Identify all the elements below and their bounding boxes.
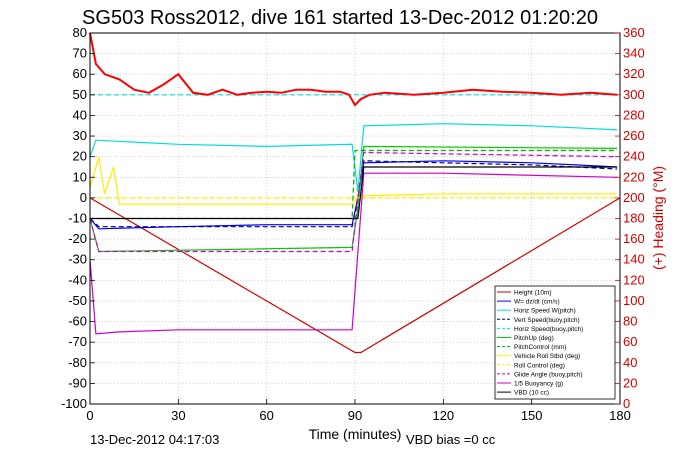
y-tick-label: 50 bbox=[73, 87, 87, 102]
legend-entry: Glide Angle (buoy,pitch) bbox=[514, 371, 583, 378]
x-axis-label: Time (minutes) bbox=[309, 426, 402, 442]
series-line-7 bbox=[89, 156, 618, 205]
footer-vbd-bias: VBD bias =0 cc bbox=[406, 432, 496, 447]
y-tick-label: 80 bbox=[73, 25, 87, 40]
y-tick-label: 40 bbox=[73, 107, 87, 122]
x-tick-label: 120 bbox=[432, 408, 454, 423]
series-line-9 bbox=[89, 151, 618, 253]
right-tick-label: 120 bbox=[623, 272, 645, 287]
right-tick-label: 100 bbox=[623, 293, 645, 308]
y-tick-label: -10 bbox=[68, 211, 87, 226]
right-tick-label: 40 bbox=[623, 355, 637, 370]
chart-title: SG503 Ross2012, dive 161 started 13-Dec-… bbox=[82, 7, 598, 29]
series-line-0 bbox=[89, 197, 621, 354]
y-tick-label: -30 bbox=[68, 252, 87, 267]
y-tick-label: 70 bbox=[73, 46, 87, 61]
y-tick-label: -50 bbox=[68, 293, 87, 308]
y-tick-label: 10 bbox=[73, 169, 87, 184]
y-tick-label: 20 bbox=[73, 149, 87, 164]
y-tick-label: -20 bbox=[68, 231, 87, 246]
right-tick-label: 240 bbox=[623, 149, 645, 164]
right-tick-label: 280 bbox=[623, 107, 645, 122]
right-tick-label: 140 bbox=[623, 252, 645, 267]
y-tick-label: 30 bbox=[73, 128, 87, 143]
series-lines bbox=[89, 32, 621, 354]
x-tick-label: 180 bbox=[609, 408, 631, 423]
right-tick-label: 360 bbox=[623, 25, 645, 40]
legend-entry: 1/5 Buoyancy (g) bbox=[514, 381, 563, 388]
x-tick-label: 150 bbox=[521, 408, 543, 423]
x-tick-label: 30 bbox=[171, 408, 185, 423]
series-line-12 bbox=[89, 32, 618, 107]
y-tick-label: -60 bbox=[68, 314, 87, 329]
right-tick-label: 60 bbox=[623, 334, 637, 349]
right-tick-label: 20 bbox=[623, 375, 637, 390]
series-line-2 bbox=[89, 123, 618, 192]
legend-entry: PitchUp (deg) bbox=[514, 335, 554, 342]
legend-entry: W= dz/dt (cm/s) bbox=[514, 299, 560, 306]
series-line-10 bbox=[89, 172, 618, 335]
right-tick-label: 260 bbox=[623, 128, 645, 143]
legend-entry: Horiz Speed(buoy,pitch) bbox=[514, 326, 583, 333]
right-tick-label: 180 bbox=[623, 211, 645, 226]
legend-entry: Horiz Speed W(pitch) bbox=[514, 308, 576, 315]
legend: Height (10m) W= dz/dt (cm/s) Horiz Speed W… bbox=[494, 285, 616, 400]
legend-entry: VBD (10 cc) bbox=[514, 390, 549, 397]
series-line-6 bbox=[90, 149, 618, 220]
x-tick-label: 0 bbox=[86, 408, 93, 423]
legend-entry: PitchControl (mm) bbox=[514, 344, 566, 351]
legend-entry: Height (10m) bbox=[514, 290, 552, 297]
right-tick-label: 160 bbox=[623, 231, 645, 246]
right-tick-label: 200 bbox=[623, 190, 645, 205]
right-tick-label: 320 bbox=[623, 66, 645, 81]
right-axis-label: (+) Heading (°M) bbox=[650, 166, 666, 270]
y-tick-label: -90 bbox=[68, 375, 87, 390]
right-tick-label: 0 bbox=[623, 396, 630, 411]
y-tick-label: -80 bbox=[68, 355, 87, 370]
right-tick-label: 300 bbox=[623, 87, 645, 102]
x-tick-label: 90 bbox=[348, 408, 362, 423]
y-tick-label: 60 bbox=[73, 66, 87, 81]
y-tick-label: -100 bbox=[61, 396, 87, 411]
legend-box bbox=[494, 285, 616, 400]
series-line-11 bbox=[90, 166, 618, 220]
right-tick-label: 80 bbox=[623, 314, 637, 329]
legend-entry: Vehicle Roll Stbd (deg) bbox=[514, 353, 580, 360]
y-tick-label: -70 bbox=[68, 334, 87, 349]
right-tick-label: 340 bbox=[623, 46, 645, 61]
legend-entry: Vert Speed(buoy,pitch) bbox=[514, 317, 580, 324]
y-tick-label: -40 bbox=[68, 272, 87, 287]
axis-ticks: 0 30 60 90 120 150 180-100-90-80-70-60-50-40-3… bbox=[61, 25, 645, 423]
right-tick-label: 220 bbox=[623, 169, 645, 184]
y-tick-label: 0 bbox=[80, 190, 87, 205]
footer-timestamp: 13-Dec-2012 04:17:03 bbox=[90, 432, 219, 447]
x-tick-label: 60 bbox=[259, 408, 273, 423]
legend-entry: Roll Control (deg) bbox=[514, 362, 565, 369]
